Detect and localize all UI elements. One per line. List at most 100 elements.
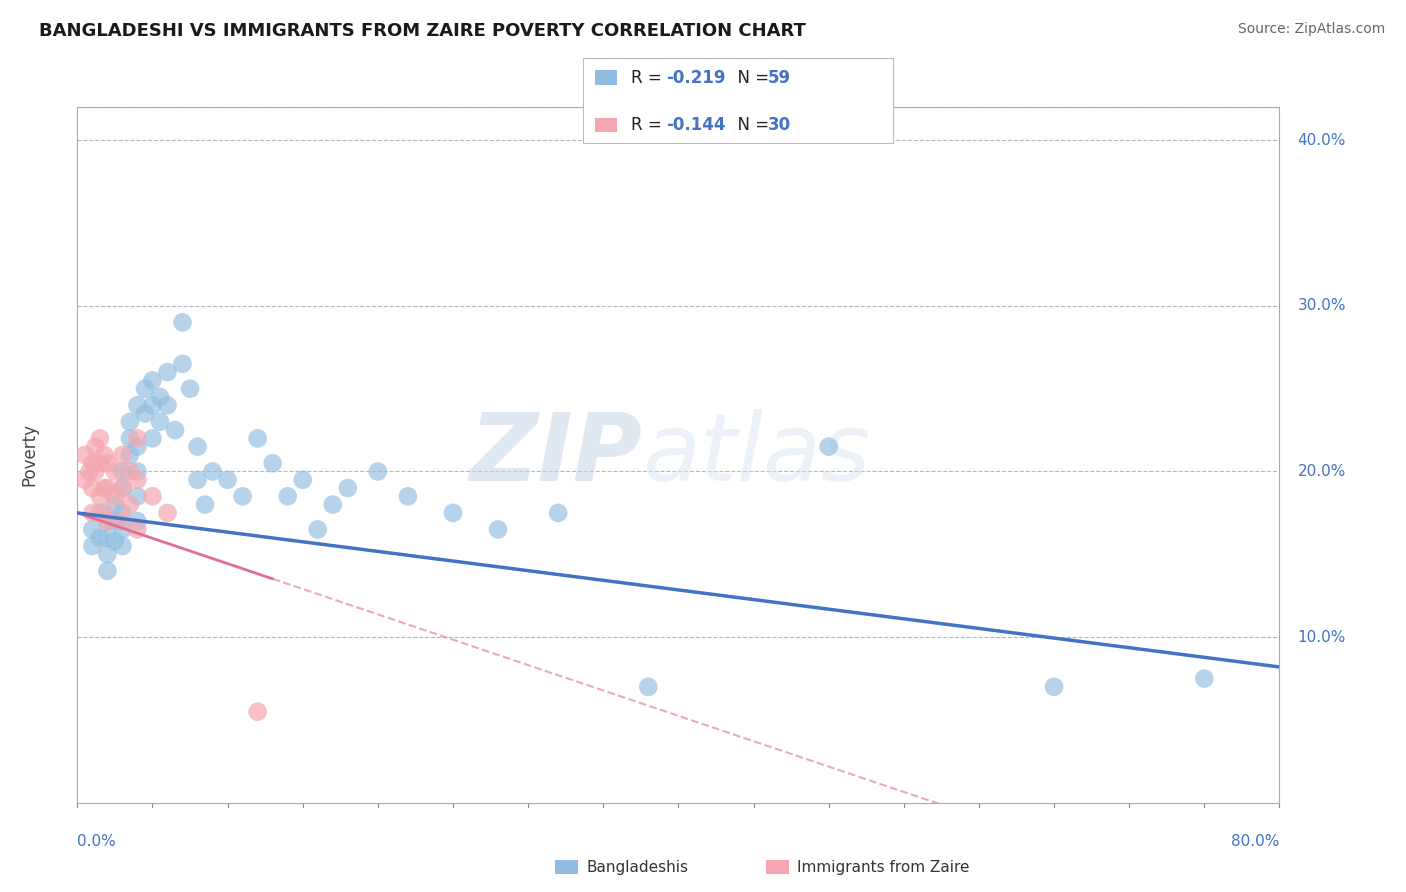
- Point: [217, 473, 239, 487]
- Text: -0.144: -0.144: [666, 116, 725, 134]
- Point: [172, 315, 194, 329]
- Point: [79, 465, 101, 479]
- Text: 30: 30: [768, 116, 790, 134]
- Text: Poverty: Poverty: [20, 424, 38, 486]
- Point: [111, 539, 134, 553]
- Text: N =: N =: [727, 116, 775, 134]
- Point: [149, 390, 172, 404]
- Point: [141, 431, 163, 445]
- Point: [89, 489, 111, 503]
- Point: [156, 398, 179, 412]
- Point: [82, 506, 104, 520]
- Point: [104, 465, 127, 479]
- Point: [486, 523, 509, 537]
- Text: ZIP: ZIP: [470, 409, 643, 501]
- Point: [96, 531, 118, 545]
- Text: 10.0%: 10.0%: [1298, 630, 1346, 645]
- Point: [1043, 680, 1066, 694]
- Point: [441, 506, 464, 520]
- Point: [134, 382, 156, 396]
- Point: [104, 498, 127, 512]
- Point: [82, 539, 104, 553]
- Point: [118, 465, 141, 479]
- Point: [127, 440, 149, 454]
- Point: [93, 506, 115, 520]
- Text: 40.0%: 40.0%: [1298, 133, 1346, 148]
- Text: Bangladeshis: Bangladeshis: [586, 860, 689, 874]
- Text: 80.0%: 80.0%: [1232, 834, 1279, 849]
- Point: [127, 465, 149, 479]
- Point: [163, 423, 186, 437]
- Point: [277, 489, 299, 503]
- Point: [84, 465, 107, 479]
- Text: 59: 59: [768, 69, 790, 87]
- Point: [127, 523, 149, 537]
- Point: [89, 456, 111, 470]
- Point: [111, 481, 134, 495]
- Text: BANGLADESHI VS IMMIGRANTS FROM ZAIRE POVERTY CORRELATION CHART: BANGLADESHI VS IMMIGRANTS FROM ZAIRE POV…: [39, 22, 806, 40]
- Point: [96, 514, 118, 528]
- Point: [118, 498, 141, 512]
- Point: [817, 440, 839, 454]
- Point: [1194, 672, 1216, 686]
- Text: R =: R =: [631, 69, 668, 87]
- Point: [172, 357, 194, 371]
- Point: [367, 465, 389, 479]
- Point: [93, 481, 115, 495]
- Text: 0.0%: 0.0%: [77, 834, 117, 849]
- Text: 30.0%: 30.0%: [1298, 298, 1346, 313]
- Point: [96, 514, 118, 528]
- Point: [89, 506, 111, 520]
- Point: [82, 523, 104, 537]
- Point: [127, 514, 149, 528]
- Point: [96, 456, 118, 470]
- Point: [336, 481, 359, 495]
- Point: [156, 365, 179, 379]
- Point: [134, 407, 156, 421]
- Point: [637, 680, 659, 694]
- Point: [118, 431, 141, 445]
- Point: [232, 489, 254, 503]
- Point: [104, 489, 127, 503]
- Point: [186, 473, 209, 487]
- Point: [73, 448, 96, 462]
- Point: [322, 498, 344, 512]
- Point: [96, 481, 118, 495]
- Text: N =: N =: [727, 69, 775, 87]
- Point: [89, 431, 111, 445]
- Point: [194, 498, 217, 512]
- Point: [547, 506, 569, 520]
- Point: [96, 547, 118, 561]
- Point: [262, 456, 284, 470]
- Point: [111, 465, 134, 479]
- Point: [111, 506, 134, 520]
- Point: [179, 382, 201, 396]
- Point: [104, 534, 127, 549]
- Point: [118, 448, 141, 462]
- Point: [246, 431, 269, 445]
- Point: [246, 705, 269, 719]
- Point: [149, 415, 172, 429]
- Text: R =: R =: [631, 116, 668, 134]
- Point: [141, 398, 163, 412]
- Point: [127, 489, 149, 503]
- Point: [141, 489, 163, 503]
- Point: [104, 514, 127, 528]
- Point: [111, 448, 134, 462]
- Point: [111, 481, 134, 495]
- Point: [186, 440, 209, 454]
- Point: [127, 473, 149, 487]
- Point: [89, 531, 111, 545]
- Point: [82, 456, 104, 470]
- Point: [201, 465, 224, 479]
- Point: [118, 415, 141, 429]
- Point: [307, 523, 329, 537]
- Text: -0.219: -0.219: [666, 69, 725, 87]
- Point: [96, 564, 118, 578]
- Point: [127, 398, 149, 412]
- Point: [93, 448, 115, 462]
- Point: [396, 489, 419, 503]
- Point: [291, 473, 314, 487]
- Point: [84, 440, 107, 454]
- Point: [111, 523, 134, 537]
